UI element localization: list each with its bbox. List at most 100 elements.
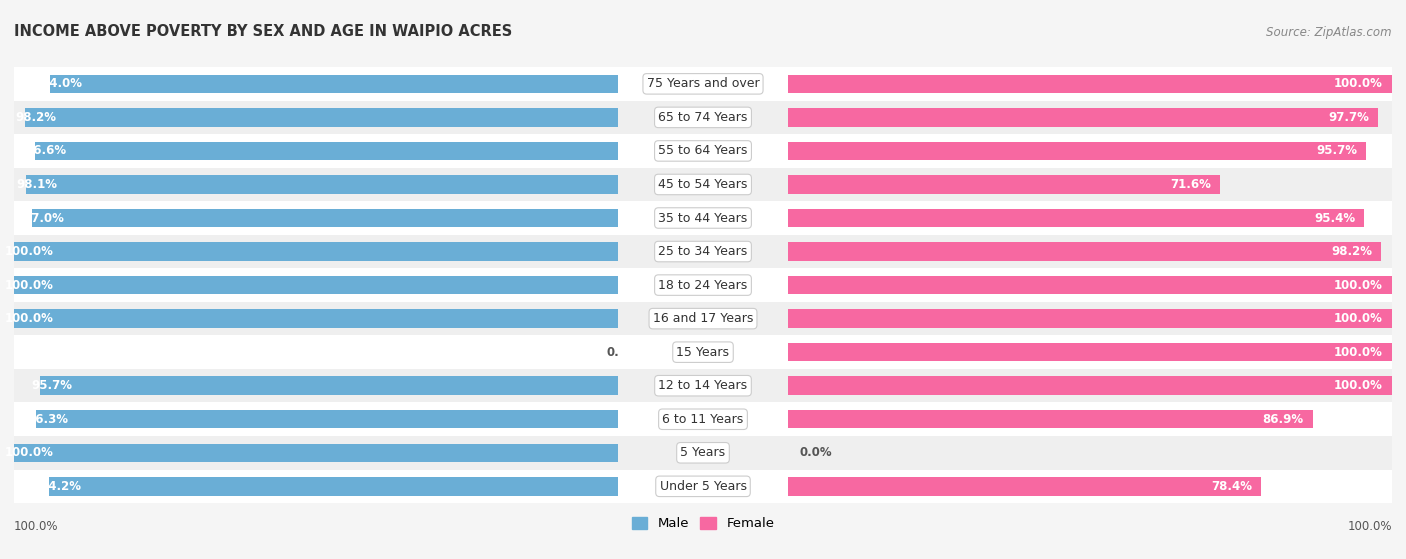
Bar	[787, 142, 1367, 160]
Bar	[619, 470, 787, 503]
Text: 6 to 11 Years: 6 to 11 Years	[662, 413, 744, 426]
Bar	[51, 74, 619, 93]
Bar	[14, 201, 619, 235]
Bar	[787, 108, 1378, 126]
Text: Source: ZipAtlas.com: Source: ZipAtlas.com	[1267, 26, 1392, 39]
Bar	[14, 436, 619, 470]
Bar	[25, 175, 619, 193]
Bar	[619, 402, 787, 436]
Bar	[619, 335, 787, 369]
Bar	[619, 302, 787, 335]
Text: 100.0%: 100.0%	[6, 245, 53, 258]
Text: 98.1%: 98.1%	[17, 178, 58, 191]
Bar	[787, 101, 1392, 134]
Bar	[787, 175, 1220, 193]
Bar	[14, 369, 619, 402]
Text: 96.6%: 96.6%	[25, 144, 66, 158]
Bar	[14, 470, 619, 503]
Bar	[787, 310, 1392, 328]
Text: 15 Years: 15 Years	[676, 345, 730, 359]
Bar	[14, 67, 619, 101]
Bar	[787, 235, 1392, 268]
Bar	[787, 74, 1392, 93]
Bar	[25, 108, 619, 126]
Bar	[787, 410, 1313, 428]
Text: 100.0%: 100.0%	[1334, 379, 1384, 392]
Bar	[787, 343, 1392, 361]
Bar	[787, 209, 1364, 227]
Text: 100.0%: 100.0%	[6, 278, 53, 292]
Text: 45 to 54 Years: 45 to 54 Years	[658, 178, 748, 191]
Bar	[787, 201, 1392, 235]
Bar	[787, 369, 1392, 402]
Bar	[619, 134, 787, 168]
Bar	[32, 209, 619, 227]
Text: 71.6%: 71.6%	[1170, 178, 1211, 191]
Bar	[14, 444, 619, 462]
Bar	[787, 134, 1392, 168]
Text: 78.4%: 78.4%	[1212, 480, 1253, 493]
Bar	[787, 243, 1381, 260]
Text: 95.7%: 95.7%	[1316, 144, 1357, 158]
Bar	[787, 268, 1392, 302]
Text: 0.0%: 0.0%	[800, 446, 832, 459]
Bar	[787, 477, 1261, 496]
Text: 98.2%: 98.2%	[1331, 245, 1372, 258]
Legend: Male, Female: Male, Female	[626, 511, 780, 536]
Bar	[14, 268, 619, 302]
Bar	[787, 335, 1392, 369]
Bar	[49, 477, 619, 496]
Text: 94.0%: 94.0%	[41, 77, 83, 91]
Text: 100.0%: 100.0%	[6, 446, 53, 459]
Text: 12 to 14 Years: 12 to 14 Years	[658, 379, 748, 392]
Text: 5 Years: 5 Years	[681, 446, 725, 459]
Bar	[14, 243, 619, 260]
Bar	[14, 235, 619, 268]
Bar	[787, 168, 1392, 201]
Text: 100.0%: 100.0%	[1334, 77, 1384, 91]
Text: 75 Years and over: 75 Years and over	[647, 77, 759, 91]
Bar	[787, 276, 1392, 294]
Bar	[619, 268, 787, 302]
Text: 100.0%: 100.0%	[1347, 520, 1392, 533]
Bar	[35, 142, 619, 160]
Bar	[14, 335, 619, 369]
Text: 65 to 74 Years: 65 to 74 Years	[658, 111, 748, 124]
Text: 25 to 34 Years: 25 to 34 Years	[658, 245, 748, 258]
Bar	[619, 235, 787, 268]
Text: 86.9%: 86.9%	[1263, 413, 1303, 426]
Text: 98.2%: 98.2%	[15, 111, 56, 124]
Text: 100.0%: 100.0%	[6, 312, 53, 325]
Bar	[619, 67, 787, 101]
Text: 35 to 44 Years: 35 to 44 Years	[658, 211, 748, 225]
Text: 100.0%: 100.0%	[1334, 278, 1384, 292]
Bar	[787, 470, 1392, 503]
Bar	[14, 276, 619, 294]
Bar	[619, 436, 787, 470]
Text: INCOME ABOVE POVERTY BY SEX AND AGE IN WAIPIO ACRES: INCOME ABOVE POVERTY BY SEX AND AGE IN W…	[14, 24, 512, 39]
Text: 100.0%: 100.0%	[1334, 312, 1384, 325]
Text: 94.2%: 94.2%	[39, 480, 82, 493]
Bar	[619, 168, 787, 201]
Bar	[14, 134, 619, 168]
Text: 97.7%: 97.7%	[1329, 111, 1369, 124]
Bar	[14, 101, 619, 134]
Bar	[14, 168, 619, 201]
Bar	[787, 302, 1392, 335]
Bar	[787, 402, 1392, 436]
Bar	[787, 67, 1392, 101]
Text: 95.4%: 95.4%	[1315, 211, 1355, 225]
Bar	[787, 436, 1392, 470]
Bar	[14, 302, 619, 335]
Text: 96.3%: 96.3%	[27, 413, 69, 426]
Text: 55 to 64 Years: 55 to 64 Years	[658, 144, 748, 158]
Text: 16 and 17 Years: 16 and 17 Years	[652, 312, 754, 325]
Bar	[619, 101, 787, 134]
Text: 18 to 24 Years: 18 to 24 Years	[658, 278, 748, 292]
Bar	[14, 310, 619, 328]
Text: 97.0%: 97.0%	[22, 211, 65, 225]
Text: 0.0%: 0.0%	[606, 345, 638, 359]
Text: Under 5 Years: Under 5 Years	[659, 480, 747, 493]
Bar	[14, 402, 619, 436]
Text: 100.0%: 100.0%	[1334, 345, 1384, 359]
